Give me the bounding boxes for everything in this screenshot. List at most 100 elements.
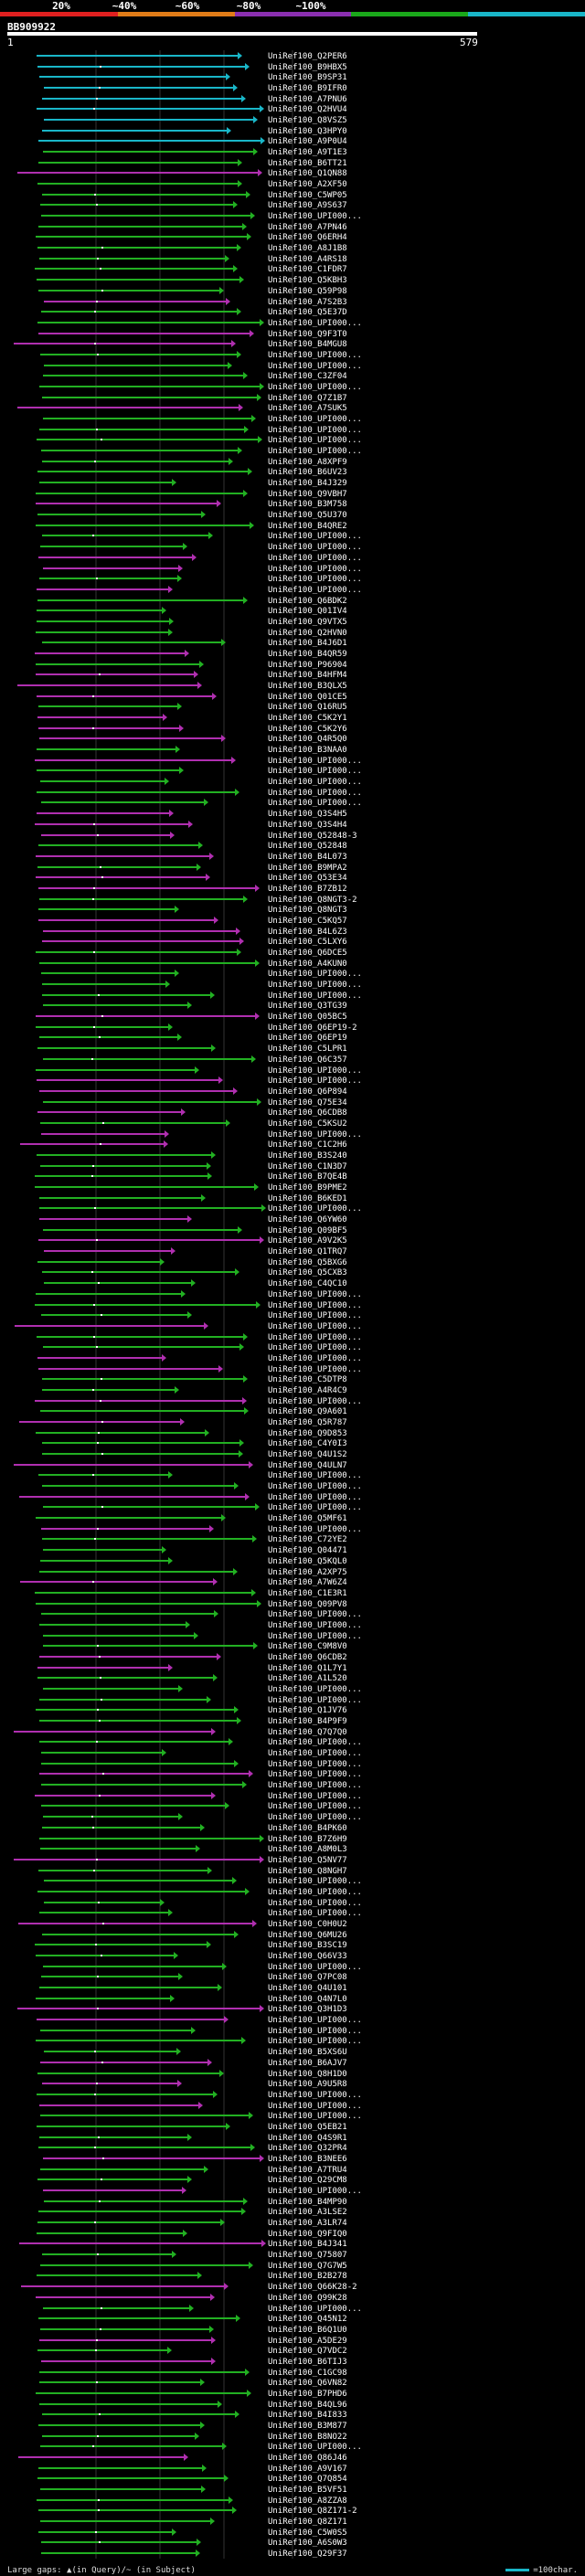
hit-row[interactable]: UniRef100_B7ZB12 [38, 885, 347, 894]
hit-row[interactable]: UniRef100_Q45N12 [38, 2315, 347, 2324]
hit-label[interactable]: UniRef100_A6S0W3 [268, 2539, 347, 2548]
hit-row[interactable]: UniRef100_B7QE4B [35, 1172, 347, 1182]
hit-row[interactable]: UniRef100_Q4R5Q0 [39, 735, 347, 744]
hit-label[interactable]: UniRef100_A8M0L3 [268, 1845, 347, 1854]
hit-row[interactable]: UniRef100_A2XP75 [39, 1568, 347, 1577]
hit-label[interactable]: UniRef100_Q2PER6 [268, 52, 347, 61]
hit-row[interactable]: UniRef100_Q8NGT3 [38, 906, 347, 915]
hit-row[interactable]: UniRef100_B8NO22 [42, 2433, 347, 2442]
hit-row[interactable]: UniRef100_Q8NGT3-2 [39, 896, 357, 905]
hit-label[interactable]: UniRef100_B6KED1 [268, 1194, 347, 1203]
hit-row[interactable]: UniRef100_Q5MF61 [36, 1514, 347, 1523]
hit-label[interactable]: UniRef100_B3QLX5 [268, 682, 347, 691]
hit-row[interactable]: UniRef100_Q7Z1B7 [42, 394, 347, 403]
hit-label[interactable]: UniRef100_UPI000... [268, 1066, 362, 1076]
hit-row[interactable]: UniRef100_B4HFM4 [36, 671, 347, 680]
hit-row[interactable]: UniRef100_Q52848 [38, 842, 347, 851]
hit-label[interactable]: UniRef100_B4L6Z3 [268, 928, 347, 937]
hit-label[interactable]: UniRef100_UPI000... [268, 362, 362, 371]
hit-label[interactable]: UniRef100_A8ZZA8 [268, 2496, 347, 2506]
hit-label[interactable]: UniRef100_B8NO22 [268, 2433, 347, 2442]
hit-row[interactable]: UniRef100_B9MPA2 [37, 864, 347, 873]
hit-row[interactable]: UniRef100_B3NEE6 [43, 2155, 347, 2164]
hit-label[interactable]: UniRef100_Q6VN82 [268, 2379, 347, 2388]
hit-row[interactable]: UniRef100_Q5BXG6 [37, 1258, 347, 1267]
hit-row[interactable]: UniRef100_B4MGU8 [14, 340, 347, 349]
hit-label[interactable]: UniRef100_A8XPF9 [268, 458, 347, 467]
hit-row[interactable]: UniRef100_A9P0U4 [38, 137, 347, 146]
hit-label[interactable]: UniRef100_Q01IV4 [268, 607, 347, 616]
hit-label[interactable]: UniRef100_B4P9F9 [268, 1717, 347, 1726]
hit-label[interactable]: UniRef100_Q4R5Q0 [268, 735, 347, 744]
hit-label[interactable]: UniRef100_B9IFR0 [268, 84, 347, 93]
hit-row[interactable]: UniRef100_Q9F3T0 [38, 330, 347, 339]
hit-row[interactable]: UniRef100_A8XPF9 [42, 458, 347, 467]
hit-label[interactable]: UniRef100_UPI000... [268, 2016, 362, 2025]
hit-row[interactable]: UniRef100_B6TIJ3 [41, 2358, 347, 2367]
hit-label[interactable]: UniRef100_Q6YW60 [268, 1215, 347, 1224]
hit-row[interactable]: UniRef100_Q6BDK2 [37, 597, 347, 606]
hit-label[interactable]: UniRef100_B6TT21 [268, 159, 347, 168]
hit-row[interactable]: UniRef100_B9SP31 [39, 73, 347, 82]
hit-label[interactable]: UniRef100_UPI000... [268, 1525, 362, 1534]
hit-label[interactable]: UniRef100_UPI000... [268, 1749, 362, 1758]
hit-label[interactable]: UniRef100_UPI000... [268, 1888, 362, 1897]
hit-row[interactable]: UniRef100_Q5E37D [41, 308, 347, 317]
hit-row[interactable]: UniRef100_Q8VSZ5 [44, 116, 347, 125]
hit-label[interactable]: UniRef100_Q6ERH4 [268, 233, 347, 242]
hit-row[interactable]: UniRef100_Q9VBH7 [36, 490, 347, 499]
hit-row[interactable]: UniRef100_A8ZZA8 [37, 2496, 347, 2506]
hit-row[interactable]: UniRef100_Q8NGH7 [38, 1867, 347, 1876]
hit-label[interactable]: UniRef100_Q4S9R1 [268, 2134, 347, 2143]
hit-label[interactable]: UniRef100_Q09PV8 [268, 1600, 347, 1609]
hit-row[interactable]: UniRef100_C0H0U2 [18, 1920, 347, 1929]
hit-row[interactable]: UniRef100_Q04471 [43, 1546, 347, 1555]
hit-row[interactable]: UniRef100_C3ZF04 [43, 372, 347, 381]
hit-label[interactable]: UniRef100_UPI000... [268, 1130, 362, 1140]
hit-row[interactable]: UniRef100_Q9FIQ0 [37, 2230, 347, 2239]
hit-row[interactable]: UniRef100_C5W0S5 [38, 2528, 347, 2538]
hit-label[interactable]: UniRef100_Q29CM8 [268, 2176, 347, 2185]
hit-label[interactable]: UniRef100_UPI000... [268, 2037, 362, 2046]
hit-label[interactable]: UniRef100_C5K2Y6 [268, 725, 347, 734]
hit-row[interactable]: UniRef100_UPI000... [44, 1877, 362, 1886]
hit-label[interactable]: UniRef100_UPI000... [268, 2102, 362, 2111]
hit-label[interactable]: UniRef100_B4I833 [268, 2411, 347, 2420]
hit-row[interactable]: UniRef100_Q5CXB3 [42, 1268, 347, 1277]
hit-row[interactable]: UniRef100_UPI000... [41, 447, 362, 456]
hit-row[interactable]: UniRef100_UPI000... [41, 212, 362, 221]
hit-label[interactable]: UniRef100_Q7VDC2 [268, 2347, 347, 2356]
hit-label[interactable]: UniRef100_A3LSE2 [268, 2208, 347, 2217]
hit-row[interactable]: UniRef100_B4P9F9 [39, 1717, 347, 1726]
hit-label[interactable]: UniRef100_Q9D853 [268, 1429, 347, 1438]
hit-row[interactable]: UniRef100_UPI000... [36, 2037, 362, 2046]
hit-row[interactable]: UniRef100_UPI000... [39, 383, 362, 392]
hit-label[interactable]: UniRef100_Q04471 [268, 1546, 347, 1555]
hit-label[interactable]: UniRef100_B4PK60 [268, 1824, 347, 1833]
hit-label[interactable]: UniRef100_UPI000... [268, 554, 362, 563]
hit-row[interactable]: UniRef100_Q05BC5 [36, 1012, 347, 1022]
hit-label[interactable]: UniRef100_C1E3R1 [268, 1589, 347, 1598]
hit-row[interactable]: UniRef100_B9PME2 [35, 1183, 347, 1193]
hit-label[interactable]: UniRef100_B6AJV7 [268, 2059, 347, 2068]
hit-label[interactable]: UniRef100_B3S240 [268, 1151, 347, 1161]
hit-label[interactable]: UniRef100_Q7PC08 [268, 1973, 347, 1982]
hit-label[interactable]: UniRef100_Q8Z171 [268, 2518, 347, 2527]
hit-row[interactable]: UniRef100_Q75E34 [43, 1098, 347, 1108]
hit-row[interactable]: UniRef100_C1E3R1 [35, 1589, 347, 1598]
hit-label[interactable]: UniRef100_Q32PR4 [268, 2144, 347, 2153]
hit-label[interactable]: UniRef100_Q3HPY0 [268, 127, 347, 136]
hit-label[interactable]: UniRef100_B7QE4B [268, 1172, 347, 1182]
hit-row[interactable]: UniRef100_B2B278 [37, 2272, 347, 2281]
hit-label[interactable]: UniRef100_Q3TG39 [268, 1002, 347, 1011]
hit-row[interactable]: UniRef100_B4J329 [39, 479, 347, 488]
hit-row[interactable]: UniRef100_A4KUN0 [39, 959, 347, 969]
hit-label[interactable]: UniRef100_Q66K28-2 [268, 2283, 357, 2292]
hit-row[interactable]: UniRef100_UPI000... [36, 1066, 362, 1076]
hit-label[interactable]: UniRef100_Q5U370 [268, 511, 347, 520]
hit-row[interactable]: UniRef100_UPI000... [35, 1397, 362, 1406]
hit-label[interactable]: UniRef100_B2B278 [268, 2272, 347, 2281]
hit-row[interactable]: UniRef100_Q9D853 [36, 1429, 347, 1438]
hit-label[interactable]: UniRef100_UPI000... [268, 1076, 362, 1086]
hit-row[interactable]: UniRef100_UPI000... [43, 1963, 362, 1972]
